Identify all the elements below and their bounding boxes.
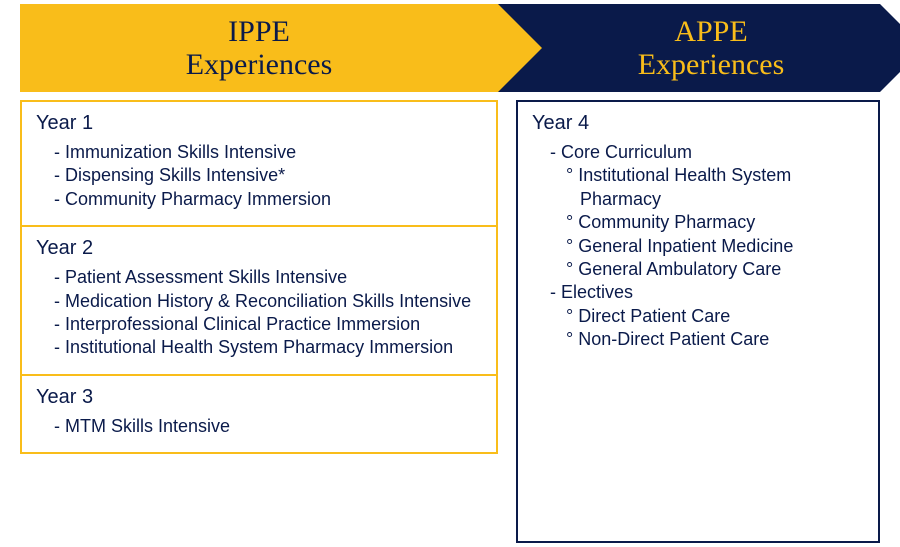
list-item: General Inpatient Medicine xyxy=(552,235,864,258)
list-item: Direct Patient Care xyxy=(552,305,864,328)
ippe-year3-box: Year 3 MTM Skills Intensive xyxy=(20,376,498,454)
list-item: Non-Direct Patient Care xyxy=(552,328,864,351)
year-label: Year 2 xyxy=(36,237,482,260)
list-item: Community Pharmacy xyxy=(552,211,864,234)
appe-banner: APPEExperiences xyxy=(498,4,880,92)
diagram-container: IPPEExperiences Year 1 Immunization Skil… xyxy=(20,4,880,543)
ippe-year2-box: Year 2 Patient Assessment Skills Intensi… xyxy=(20,227,498,376)
electives-list: Direct Patient Care Non-Direct Patient C… xyxy=(552,305,864,352)
appe-boxes: Year 4 Core Curriculum Institutional Hea… xyxy=(516,100,880,543)
list-item: General Ambulatory Care xyxy=(552,258,864,281)
list-item: Dispensing Skills Intensive* xyxy=(36,164,482,187)
ippe-year3-list: MTM Skills Intensive xyxy=(36,415,482,438)
group-label: Electives xyxy=(532,281,864,304)
year-label: Year 3 xyxy=(36,386,482,409)
group-label: Core Curriculum xyxy=(532,141,864,164)
list-item: Community Pharmacy Immersion xyxy=(36,188,482,211)
ippe-year1-list: Immunization Skills Intensive Dispensing… xyxy=(36,141,482,211)
list-item: Interprofessional Clinical Practice Imme… xyxy=(36,313,482,336)
appe-title: APPEExperiences xyxy=(638,15,785,81)
ippe-year1-box: Year 1 Immunization Skills Intensive Dis… xyxy=(20,100,498,227)
year-label: Year 4 xyxy=(532,112,864,135)
ippe-year2-list: Patient Assessment Skills Intensive Medi… xyxy=(36,266,482,360)
appe-year4-box: Year 4 Core Curriculum Institutional Hea… xyxy=(516,100,880,543)
ippe-boxes: Year 1 Immunization Skills Intensive Dis… xyxy=(20,100,498,543)
core-curriculum-list: Institutional Health System Pharmacy Com… xyxy=(552,164,864,281)
year-label: Year 1 xyxy=(36,112,482,135)
ippe-banner: IPPEExperiences xyxy=(20,4,498,92)
list-item: Medication History & Reconciliation Skil… xyxy=(36,290,482,313)
ippe-title: IPPEExperiences xyxy=(186,15,333,81)
list-item: Immunization Skills Intensive xyxy=(36,141,482,164)
appe-column: APPEExperiences Year 4 Core Curriculum I… xyxy=(516,4,880,543)
list-item: Patient Assessment Skills Intensive xyxy=(36,266,482,289)
list-item: Institutional Health System Pharmacy Imm… xyxy=(36,336,482,359)
appe-year4-list: Core Curriculum Institutional Health Sys… xyxy=(532,141,864,352)
ippe-column: IPPEExperiences Year 1 Immunization Skil… xyxy=(20,4,498,543)
list-item: Institutional Health System Pharmacy xyxy=(552,164,864,211)
list-item: MTM Skills Intensive xyxy=(36,415,482,438)
